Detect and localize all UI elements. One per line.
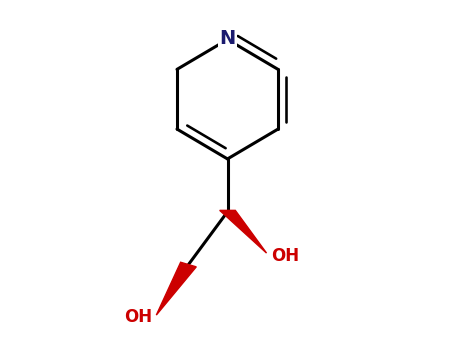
- Text: N: N: [219, 29, 236, 48]
- Text: OH: OH: [271, 247, 299, 265]
- Polygon shape: [157, 262, 196, 315]
- Text: OH: OH: [124, 308, 152, 326]
- Polygon shape: [220, 210, 267, 253]
